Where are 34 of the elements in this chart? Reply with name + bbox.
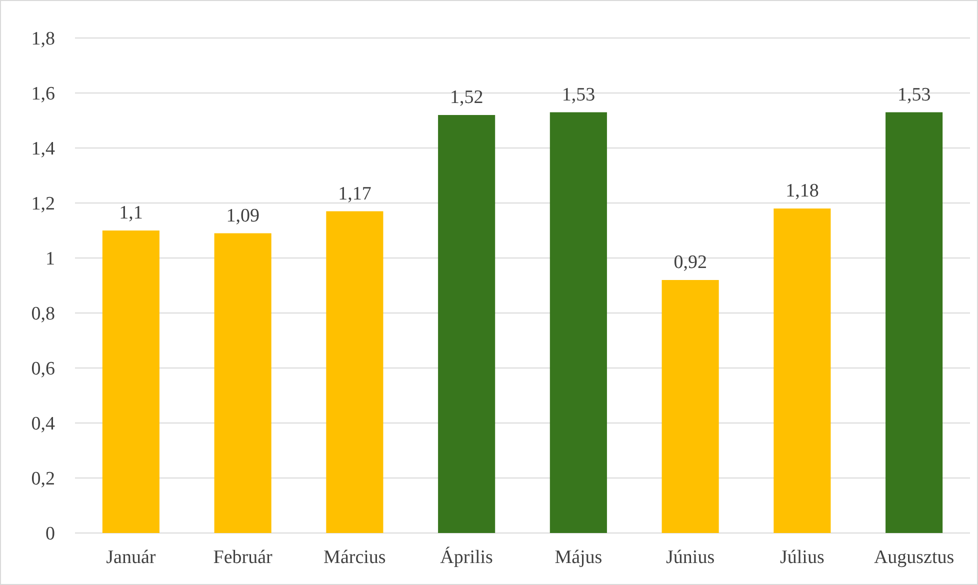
data-label: 1,52 xyxy=(450,87,484,108)
x-tick-label: Június xyxy=(666,547,715,568)
y-tick-label: 1,4 xyxy=(31,138,56,160)
data-label: 1,53 xyxy=(897,84,931,106)
y-tick-label: 0,4 xyxy=(31,414,56,435)
x-tick-label: Május xyxy=(554,547,602,568)
x-tick-label: Augusztus xyxy=(874,547,954,568)
bar xyxy=(774,208,831,533)
x-tick-label: Január xyxy=(106,547,156,568)
y-tick-label: 1 xyxy=(46,248,55,270)
data-label: 1,53 xyxy=(562,84,596,106)
y-tick-label: 0,6 xyxy=(31,358,55,380)
bar xyxy=(214,233,272,533)
bar xyxy=(438,115,496,533)
x-tick-label: Július xyxy=(780,547,824,568)
data-label: 1,1 xyxy=(119,202,143,224)
bar xyxy=(886,112,943,533)
bar xyxy=(326,211,384,533)
x-tick-label: Március xyxy=(324,547,386,568)
data-label: 1,18 xyxy=(786,180,819,202)
bar xyxy=(550,112,607,533)
y-tick-label: 1,2 xyxy=(31,194,55,215)
data-label: 0,92 xyxy=(674,252,707,273)
y-tick-label: 0,2 xyxy=(31,468,55,490)
y-tick-label: 0,8 xyxy=(31,304,55,325)
y-tick-label: 0 xyxy=(46,524,55,545)
data-label: 1,09 xyxy=(226,205,260,226)
x-tick-label: Április xyxy=(440,546,493,568)
bar xyxy=(662,280,719,533)
bar xyxy=(102,230,160,533)
x-tick-label: Február xyxy=(213,547,274,568)
y-tick-label: 1,8 xyxy=(31,28,55,50)
data-label: 1,17 xyxy=(338,183,372,204)
y-tick-label: 1,6 xyxy=(31,84,55,105)
